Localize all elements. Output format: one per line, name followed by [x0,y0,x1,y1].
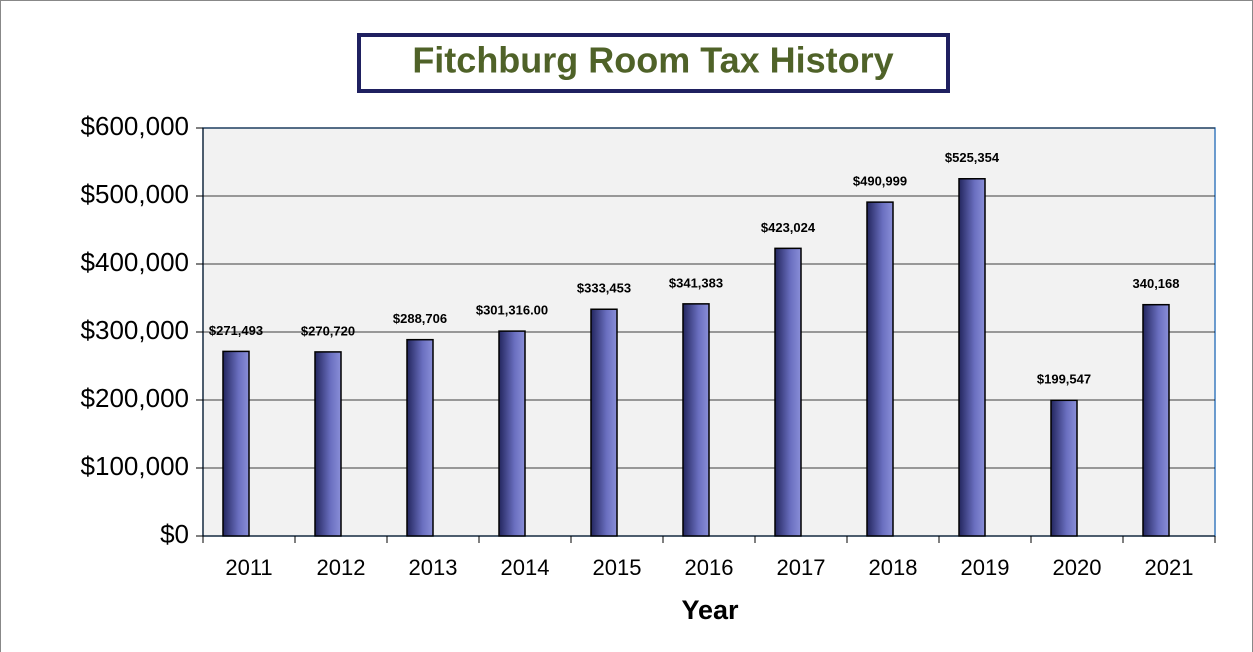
y-tick-label: $200,000 [81,383,189,413]
data-label: $341,383 [669,275,723,290]
bar [1050,399,1078,537]
y-tick-label: $500,000 [81,179,189,209]
bar [222,350,250,537]
bar [774,247,802,537]
data-label: $199,547 [1037,372,1091,387]
data-label: $288,706 [393,311,447,326]
data-label: $333,453 [577,281,631,296]
bar [958,178,986,537]
x-axis-label: Year [681,595,739,625]
x-tick-label: 2018 [869,555,918,580]
data-label: 340,168 [1133,276,1180,291]
data-label: $270,720 [301,323,355,338]
x-tick-label: 2019 [961,555,1010,580]
y-tick-label: $0 [160,519,189,549]
y-tick-label: $100,000 [81,451,189,481]
x-tick-label: 2021 [1145,555,1194,580]
bar [1142,303,1170,537]
x-tick-label: 2020 [1053,555,1102,580]
x-tick-label: 2013 [409,555,458,580]
x-tick-label: 2017 [777,555,826,580]
y-tick-label: $300,000 [81,315,189,345]
data-label: $423,024 [761,220,816,235]
data-label: $490,999 [853,174,907,189]
y-tick-label: $600,000 [81,111,189,141]
bar [866,201,894,537]
data-label: $271,493 [209,323,263,338]
x-tick-label: 2014 [501,555,550,580]
x-tick-label: 2016 [685,555,734,580]
chart-title: Fitchburg Room Tax History [412,40,893,81]
bar [590,308,618,537]
y-tick-label: $400,000 [81,247,189,277]
bar [498,330,526,537]
x-tick-label: 2012 [317,555,366,580]
bar [314,351,342,537]
data-label: $525,354 [945,150,1000,165]
bar [682,303,710,537]
data-label: $301,316.00 [476,303,548,318]
title-box [357,33,950,93]
x-tick-label: 2011 [225,555,272,580]
bar [406,338,434,537]
x-tick-label: 2015 [593,555,642,580]
